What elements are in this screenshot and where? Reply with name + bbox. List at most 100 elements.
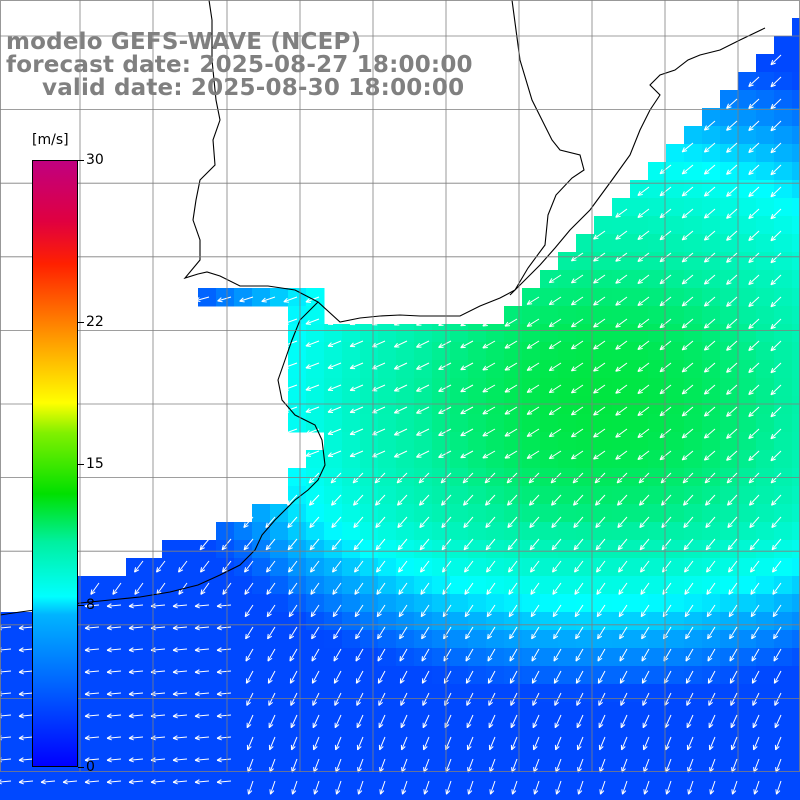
wind-cell: [648, 612, 667, 631]
wind-cell: [630, 396, 649, 415]
wind-cell: [486, 324, 505, 343]
wind-cell: [612, 612, 631, 631]
wind-cell: [468, 738, 487, 757]
wind-cell: [522, 486, 541, 505]
wind-arrow: [416, 428, 430, 436]
wind-cell: [666, 522, 685, 541]
wind-arrow: [548, 450, 562, 460]
wind-cell: [666, 234, 685, 253]
wind-cell: [702, 360, 721, 379]
wind-cell: [738, 666, 757, 685]
wind-cell: [756, 576, 775, 595]
wind-arrow: [376, 604, 386, 618]
wind-cell: [306, 648, 325, 667]
wind-cell: [630, 738, 649, 757]
wind-cell: [648, 180, 667, 199]
wind-cell: [666, 396, 685, 415]
wind-cell: [702, 720, 721, 739]
wind-arrow: [332, 604, 342, 618]
wind-arrow: [309, 516, 320, 529]
wind-cell: [396, 360, 415, 379]
wind-cell: [720, 720, 739, 739]
wind-cell: [180, 576, 199, 595]
wind-arrow: [550, 494, 562, 506]
wind-arrow: [773, 648, 782, 662]
wind-cell: [288, 306, 307, 325]
wind-cell: [702, 576, 721, 595]
wind-cell: [180, 774, 199, 793]
wind-cell: [342, 720, 361, 739]
wind-arrow: [420, 560, 430, 573]
wind-cell: [504, 702, 523, 721]
wind-arrow: [488, 714, 496, 729]
wind-arrow: [593, 230, 606, 240]
wind-cell: [702, 288, 721, 307]
wind-cell: [414, 684, 433, 703]
wind-arrow: [200, 582, 210, 595]
wind-cell: [252, 630, 271, 649]
wind-cell: [684, 234, 703, 253]
wind-arrow: [659, 296, 672, 307]
wind-cell: [630, 648, 649, 667]
wind-arrow: [221, 538, 232, 551]
wind-cell: [558, 288, 577, 307]
wind-cell: [702, 270, 721, 289]
wind-cell: [738, 216, 757, 235]
wind-cell: [612, 504, 631, 523]
wind-cell: [468, 666, 487, 685]
wind-cell: [576, 630, 595, 649]
wind-cell: [342, 450, 361, 469]
wind-cell: [720, 270, 739, 289]
wind-arrow: [312, 736, 320, 751]
wind-arrow: [730, 692, 738, 706]
wind-arrow: [593, 406, 606, 416]
wind-arrow: [398, 604, 408, 618]
wind-cell: [468, 324, 487, 343]
wind-cell: [486, 450, 505, 469]
wind-cell: [738, 450, 757, 469]
wind-arrow: [772, 560, 782, 573]
wind-cell: [630, 576, 649, 595]
wind-cell: [378, 630, 397, 649]
wind-cell: [216, 540, 235, 559]
wind-arrow: [770, 230, 782, 242]
wind-arrow: [245, 648, 254, 662]
wind-cell: [720, 774, 739, 793]
wind-cell: [342, 342, 361, 361]
wind-arrow: [641, 670, 650, 684]
wind-cell: [792, 612, 800, 631]
wind-arrow: [598, 692, 606, 706]
wind-arrow: [664, 736, 672, 751]
wind-arrow: [705, 516, 716, 529]
wind-arrow: [112, 582, 122, 595]
wind-cell: [162, 540, 181, 559]
wind-arrow: [283, 318, 298, 325]
wind-arrow: [526, 318, 540, 327]
wind-arrow: [419, 538, 430, 551]
wind-cell: [18, 756, 37, 775]
wind-arrow: [419, 516, 430, 529]
wind-cell: [432, 558, 451, 577]
wind-arrow: [511, 780, 518, 795]
wind-arrow: [770, 98, 782, 110]
wind-arrow: [194, 669, 210, 675]
wind-cell: [792, 36, 800, 55]
wind-arrow: [310, 582, 320, 595]
wind-arrow: [375, 516, 386, 529]
wind-arrow: [615, 362, 628, 372]
wind-cell: [522, 630, 541, 649]
wind-cell: [504, 306, 523, 325]
wind-cell: [198, 558, 217, 577]
wind-cell: [162, 792, 181, 800]
wind-cell: [594, 756, 613, 775]
wind-cell: [630, 288, 649, 307]
wind-arrow: [596, 604, 606, 618]
wind-arrow: [726, 230, 738, 241]
wind-arrow: [128, 691, 144, 697]
wind-arrow: [18, 603, 34, 609]
wind-arrow: [460, 428, 474, 437]
wind-cell: [666, 450, 685, 469]
wind-arrow: [464, 604, 474, 618]
wind-cell: [594, 648, 613, 667]
wind-cell: [558, 450, 577, 469]
